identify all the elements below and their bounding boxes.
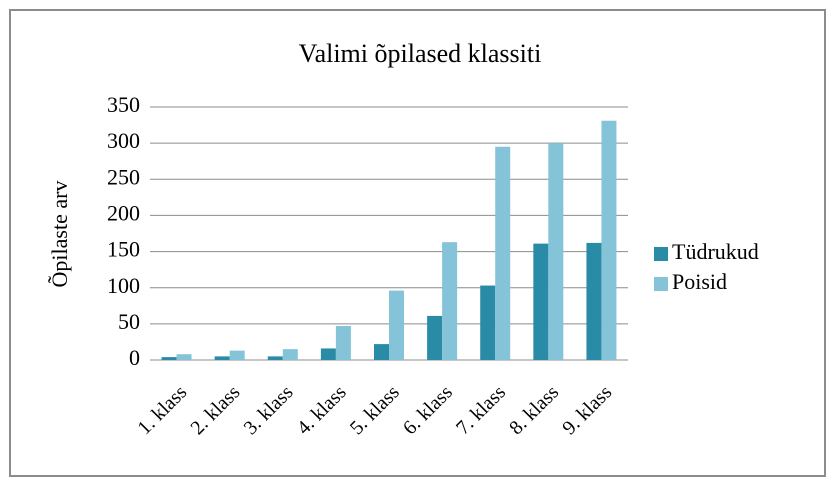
chart-frame: [9, 9, 826, 477]
bar: [427, 315, 443, 360]
y-axis-label: Õpilaste arv: [47, 181, 72, 288]
bar: [586, 242, 602, 360]
y-tick-label: 150: [107, 237, 140, 262]
bar: [267, 356, 283, 360]
bar: [214, 356, 230, 360]
legend-swatch: [654, 277, 668, 291]
y-tick-label: 350: [107, 92, 140, 117]
bar: [533, 243, 549, 360]
bar: [480, 285, 496, 360]
chart-title: Valimi õpilased klassiti: [299, 39, 542, 68]
y-tick-label: 300: [107, 128, 140, 153]
y-tick-label: 0: [129, 345, 140, 370]
bar: [335, 326, 351, 360]
y-tick-label: 200: [107, 200, 140, 225]
bar: [229, 350, 245, 360]
bar: [442, 242, 458, 360]
y-tick-label: 50: [118, 309, 140, 334]
y-tick-label: 100: [107, 273, 140, 298]
bar: [495, 146, 511, 360]
legend-swatch: [654, 247, 668, 261]
bar: [161, 357, 177, 360]
bar: [320, 348, 336, 360]
y-tick-label: 250: [107, 164, 140, 189]
bar: [389, 290, 404, 360]
bar: [374, 344, 389, 360]
bar: [282, 349, 298, 360]
legend-label: Poisid: [672, 269, 727, 294]
bar: [548, 143, 564, 360]
legend-label: Tüdrukud: [672, 239, 759, 264]
bar: [176, 354, 192, 360]
bar: [601, 120, 617, 360]
